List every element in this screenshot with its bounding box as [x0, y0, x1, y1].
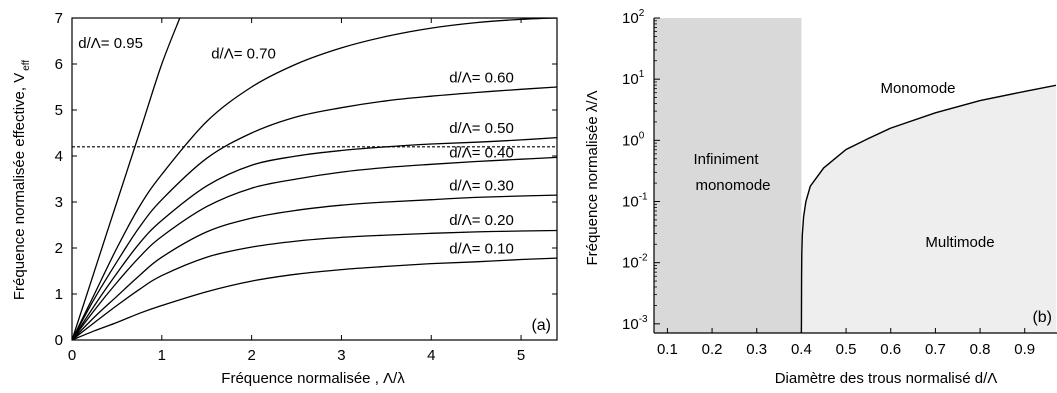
x-tick-label: 3	[337, 347, 345, 364]
series-line-d-0-40	[72, 156, 557, 340]
y-tick-label: 7	[55, 10, 63, 27]
x-tick-label: 0.8	[970, 341, 991, 358]
y-tick-label: 10-3	[622, 314, 648, 333]
y-tick-label: 6	[55, 56, 63, 73]
series-line-d-0-50	[72, 136, 557, 340]
x-tick-label: 0.7	[925, 341, 946, 358]
panel-b: 0.1 0.2 0.3 0.4 0.5 0.6 0.7 0.8 0.9 10-3 10-2 10-1 1…	[584, 8, 1057, 387]
panel-a-ylabel: Fréquence normalisée effective, V eff	[11, 60, 32, 301]
y-tick-label: 10-1	[622, 191, 648, 210]
x-tick-label: 0.2	[702, 341, 723, 358]
x-tick-label: 1	[158, 347, 166, 364]
series-line-d-0-30	[72, 194, 557, 340]
y-tick-label: 10-2	[622, 253, 648, 272]
y-tick-label: 102	[622, 8, 645, 27]
x-tick-label: 0.5	[836, 341, 857, 358]
series-line-d-0-70	[72, 18, 557, 340]
x-tick-label: 0.1	[657, 341, 678, 358]
panel-a-xlabel: Fréquence normalisée , Λ/λ	[221, 370, 405, 387]
y-tick-label: 101	[622, 69, 645, 88]
panel-b-ylabel: Fréquence normalisée λ/Λ	[584, 90, 601, 265]
panel-b-xlabel: Diamètre des trous normalisé d/Λ	[775, 370, 998, 387]
series-line-d-0-10	[72, 257, 557, 340]
x-tick-label: 0.3	[746, 341, 767, 358]
y-tick-label: 2	[55, 240, 63, 257]
curve-label-d-0-20: d/Λ= 0.20	[449, 212, 514, 229]
y-tick-label: 5	[55, 102, 63, 119]
panel-a-ylabel-main: Fréquence normalisée effective, V	[11, 73, 28, 300]
curve-label-d-0-70: d/Λ= 0.70	[211, 45, 276, 62]
panel-a-label: (a)	[531, 317, 551, 334]
panel-b-label: (b)	[1032, 309, 1052, 326]
panel-b-region-multimode: Multimode	[925, 234, 994, 251]
panel-b-region-monomode: Monomode	[880, 80, 955, 97]
panel-b-boundary-curve	[800, 84, 1056, 333]
panel-a-ylabel-sub: eff	[21, 60, 32, 71]
y-tick-label: 1	[55, 286, 63, 303]
x-tick-label: 2	[247, 347, 255, 364]
y-tick-label: 4	[55, 148, 63, 165]
x-tick-label: 0.9	[1014, 341, 1035, 358]
x-tick-label: 0.4	[791, 341, 812, 358]
y-tick-label: 3	[55, 194, 63, 211]
panel-a-ticks: 0 1 2 3 4 5 0 1 2 3 4 5 6 7	[55, 10, 557, 364]
series-line-d-0-20	[72, 229, 557, 340]
x-tick-label: 0.6	[880, 341, 901, 358]
curve-label-d-0-50: d/Λ= 0.50	[449, 120, 514, 137]
panel-b-infinite-monomode-area	[654, 18, 802, 333]
panel-b-region-infinite-1: Infiniment	[693, 151, 759, 168]
curve-label-d-0-95: d/Λ= 0.95	[78, 35, 143, 52]
y-tick-label: 100	[622, 130, 645, 149]
curve-label-d-0-40: d/Λ= 0.40	[449, 144, 514, 161]
x-tick-label: 0	[68, 347, 76, 364]
panel-b-region-infinite-2: monomode	[695, 177, 770, 194]
panel-b-ticks: 0.1 0.2 0.3 0.4 0.5 0.6 0.7 0.8 0.9 10-3 10-2 10-1 1…	[622, 8, 1035, 358]
panel-a-curve-labels: d/Λ= 0.95 d/Λ= 0.70 d/Λ= 0.60 d/Λ= 0.50 d/Λ=…	[78, 35, 514, 258]
panel-a-curves	[72, 18, 557, 340]
curve-label-d-0-30: d/Λ= 0.30	[449, 178, 514, 195]
series-line-d-0-60	[72, 86, 557, 340]
x-tick-label: 4	[427, 347, 435, 364]
x-tick-label: 5	[517, 347, 525, 364]
panel-b-multimode-area	[801, 85, 1056, 333]
series-line-d-0-95	[72, 18, 181, 340]
panel-a-frame	[71, 17, 558, 341]
y-tick-label: 0	[55, 332, 63, 349]
curve-label-d-0-60: d/Λ= 0.60	[449, 69, 514, 86]
curve-label-d-0-10: d/Λ= 0.10	[449, 241, 514, 258]
